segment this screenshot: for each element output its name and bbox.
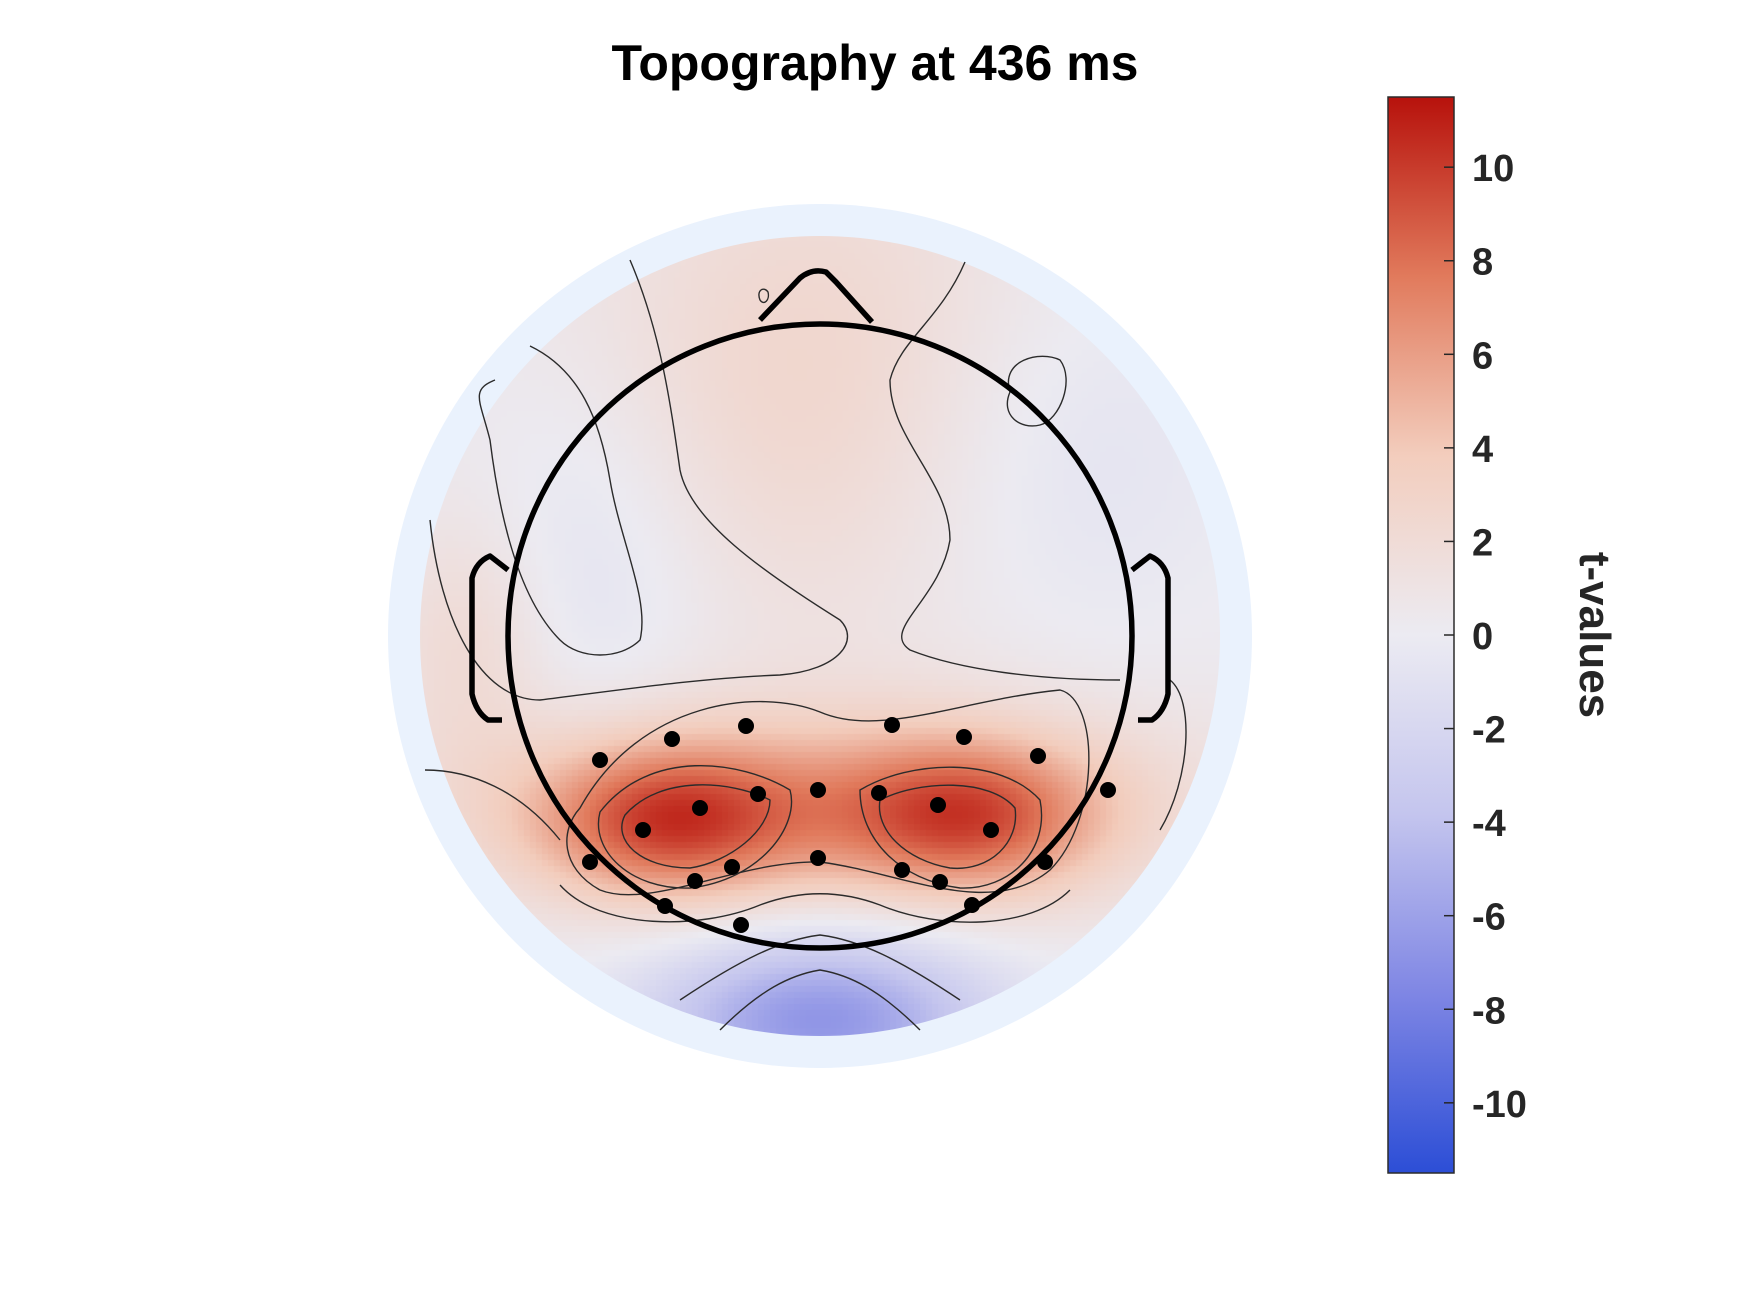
colorbar-tick-label: 0: [1472, 616, 1493, 658]
contour-line: [1006, 355, 1067, 427]
colorbar-tick-label: 6: [1472, 335, 1493, 377]
electrode-marker: [657, 898, 673, 914]
electrode-marker: [738, 718, 754, 734]
electrode-marker: [871, 785, 887, 801]
highlighted-electrodes: [582, 717, 1116, 933]
electrode-marker: [932, 874, 948, 890]
topography-heatmap: [420, 236, 1220, 1036]
colorbar: 10 8 6 4 2 0 -2 -4 -6 -8 -10 t-values: [1387, 96, 1619, 1174]
colorbar-tick-label: -2: [1472, 710, 1506, 752]
contour-line: [597, 765, 793, 889]
electrode-marker: [1100, 782, 1116, 798]
electrode-marker: [582, 854, 598, 870]
contour-line: [859, 766, 1043, 889]
electrode-marker: [733, 917, 749, 933]
colorbar-tick-label: -6: [1472, 897, 1506, 939]
contour-line: [424, 769, 561, 841]
colorbar-tick-label: 4: [1472, 429, 1493, 471]
contour-line: [1159, 679, 1187, 831]
electrode-marker: [964, 897, 980, 913]
contour-line: [889, 261, 1121, 681]
electrode-marker: [810, 850, 826, 866]
contour-line: [429, 259, 849, 701]
electrode-marker: [687, 873, 703, 889]
left-ear: [469, 553, 510, 723]
electrode-marker: [810, 782, 826, 798]
colorbar-tick-label: 2: [1472, 522, 1493, 564]
colorbar-tick-label: -4: [1472, 803, 1506, 845]
electrode-marker: [664, 731, 680, 747]
electrode-marker: [983, 822, 999, 838]
contour-line: [719, 969, 921, 1031]
colorbar-body: [1387, 96, 1455, 1174]
electrode-marker: [635, 822, 651, 838]
nose: [758, 268, 875, 324]
colorbar-label: t-values: [1570, 552, 1619, 718]
chart-title: Topography at 436 ms: [611, 35, 1139, 91]
contour-line: [679, 934, 961, 1001]
contour-line: [878, 784, 1017, 869]
electrode-marker: [592, 752, 608, 768]
electrode-marker: [894, 862, 910, 878]
colorbar-ticks: 10 8 6 4 2 0 -2 -4 -6 -8 -10: [1444, 148, 1527, 1126]
electrode-marker: [692, 800, 708, 816]
head-outline: [469, 268, 1171, 951]
electrode-marker: [724, 859, 740, 875]
electrode-marker: [956, 729, 972, 745]
contour-line: [478, 345, 643, 656]
electrode-marker: [930, 797, 946, 813]
electrode-marker: [1030, 748, 1046, 764]
colorbar-tick-label: -10: [1472, 1084, 1527, 1126]
head-circle: [505, 321, 1135, 951]
contour-lines: [424, 259, 1187, 1031]
colorbar-tick-label: 10: [1472, 148, 1514, 190]
right-ear: [1130, 553, 1171, 723]
contour-line: [559, 884, 1071, 923]
electrode-marker: [750, 786, 766, 802]
electrode-marker: [1037, 854, 1053, 870]
colorbar-tick-label: 8: [1472, 242, 1493, 284]
colorbar-tick-label: -8: [1472, 990, 1506, 1032]
contour-line: [758, 288, 770, 304]
contour-line: [621, 784, 771, 869]
electrode-marker: [884, 717, 900, 733]
